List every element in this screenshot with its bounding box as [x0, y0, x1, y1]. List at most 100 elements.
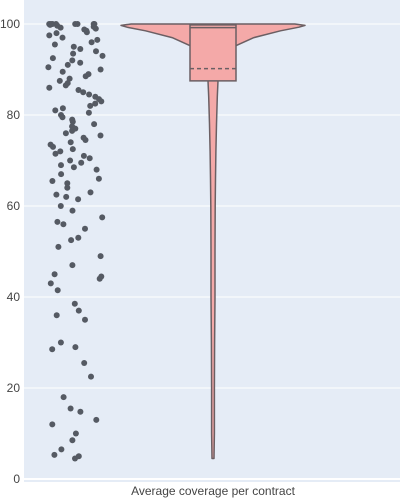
- data-point: [53, 30, 60, 37]
- data-point: [92, 100, 99, 107]
- data-point: [78, 159, 85, 166]
- data-point: [47, 280, 54, 287]
- data-point: [53, 191, 60, 198]
- data-point: [70, 50, 77, 57]
- data-point: [64, 61, 71, 68]
- data-point: [49, 421, 56, 428]
- data-point: [47, 141, 54, 148]
- data-point: [67, 139, 74, 146]
- data-point: [70, 164, 77, 171]
- data-point: [95, 175, 102, 182]
- data-point: [56, 77, 63, 84]
- data-point: [88, 373, 94, 380]
- data-point: [58, 171, 65, 178]
- data-point: [53, 21, 59, 27]
- data-point: [77, 59, 84, 66]
- data-point: [97, 66, 104, 73]
- y-tick-60: 60: [7, 199, 21, 213]
- data-point: [93, 48, 99, 55]
- data-point: [92, 93, 99, 100]
- data-point: [93, 166, 100, 173]
- violin-shape: [120, 23, 306, 460]
- data-point: [82, 316, 88, 323]
- data-point: [64, 184, 71, 191]
- data-point: [69, 146, 76, 153]
- data-point: [60, 394, 67, 401]
- data-point: [58, 162, 64, 169]
- data-point: [72, 21, 79, 27]
- data-point: [64, 80, 71, 87]
- data-point: [59, 34, 66, 41]
- data-point: [70, 43, 77, 50]
- data-point: [75, 196, 82, 203]
- data-point: [64, 180, 71, 187]
- y-tick-20: 20: [7, 381, 21, 395]
- data-point: [75, 87, 82, 93]
- data-point: [98, 273, 105, 280]
- data-point: [62, 130, 69, 137]
- y-tick-labels: 0 20 40 60 80 100: [0, 17, 20, 486]
- y-tick-100: 100: [0, 17, 20, 31]
- data-point: [59, 68, 66, 75]
- data-point: [51, 451, 58, 458]
- data-point: [54, 287, 61, 294]
- data-point: [49, 346, 56, 353]
- data-point: [75, 453, 82, 460]
- data-point: [63, 193, 70, 200]
- data-point: [91, 121, 98, 128]
- data-point: [58, 446, 65, 453]
- data-point: [67, 405, 74, 412]
- x-axis-label: Average coverage per contract: [131, 484, 296, 498]
- data-point: [80, 134, 87, 141]
- data-point: [46, 32, 53, 39]
- data-point: [86, 155, 93, 162]
- data-point: [66, 75, 73, 82]
- data-point: [85, 71, 92, 78]
- y-tick-40: 40: [7, 290, 21, 304]
- data-point: [80, 152, 87, 159]
- data-point: [69, 116, 76, 123]
- data-point: [81, 26, 88, 33]
- data-point: [52, 150, 59, 157]
- box-iqr: [189, 24, 237, 82]
- strip-points: [45, 21, 106, 462]
- data-point: [75, 307, 82, 314]
- data-point: [68, 237, 75, 244]
- data-point: [57, 148, 64, 155]
- data-point: [99, 52, 106, 59]
- y-tick-0: 0: [13, 472, 20, 486]
- data-point: [99, 214, 106, 221]
- data-point: [97, 132, 104, 139]
- data-point: [91, 21, 98, 27]
- data-point: [51, 41, 58, 48]
- data-point: [58, 112, 64, 118]
- data-point: [49, 55, 56, 62]
- data-point: [71, 300, 78, 307]
- data-point: [69, 262, 76, 269]
- data-point: [93, 416, 100, 423]
- y-tick-80: 80: [7, 108, 21, 122]
- data-point: [69, 207, 76, 214]
- data-point: [81, 360, 88, 366]
- data-point: [55, 243, 62, 250]
- data-point: [97, 253, 104, 260]
- data-point: [77, 46, 84, 52]
- data-point: [52, 107, 59, 114]
- data-point: [46, 84, 53, 91]
- data-point: [53, 312, 60, 319]
- data-point: [60, 221, 67, 228]
- data-point: [88, 39, 95, 46]
- data-point: [45, 64, 52, 71]
- data-point: [57, 203, 64, 209]
- data-point: [82, 225, 88, 232]
- data-point: [69, 57, 76, 64]
- data-point: [72, 430, 79, 437]
- data-point: [47, 21, 54, 27]
- data-point: [69, 437, 76, 444]
- data-point: [59, 105, 66, 112]
- data-point: [51, 271, 58, 278]
- data-point: [69, 123, 76, 130]
- data-point: [57, 339, 64, 346]
- data-point: [80, 89, 87, 96]
